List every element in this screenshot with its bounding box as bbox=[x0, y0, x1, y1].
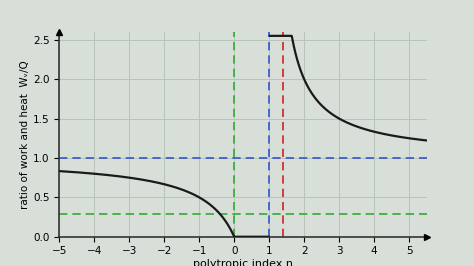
Y-axis label: ratio of work and heat  Wᵥ/Q: ratio of work and heat Wᵥ/Q bbox=[20, 60, 30, 209]
X-axis label: polytropic index n: polytropic index n bbox=[193, 259, 293, 266]
